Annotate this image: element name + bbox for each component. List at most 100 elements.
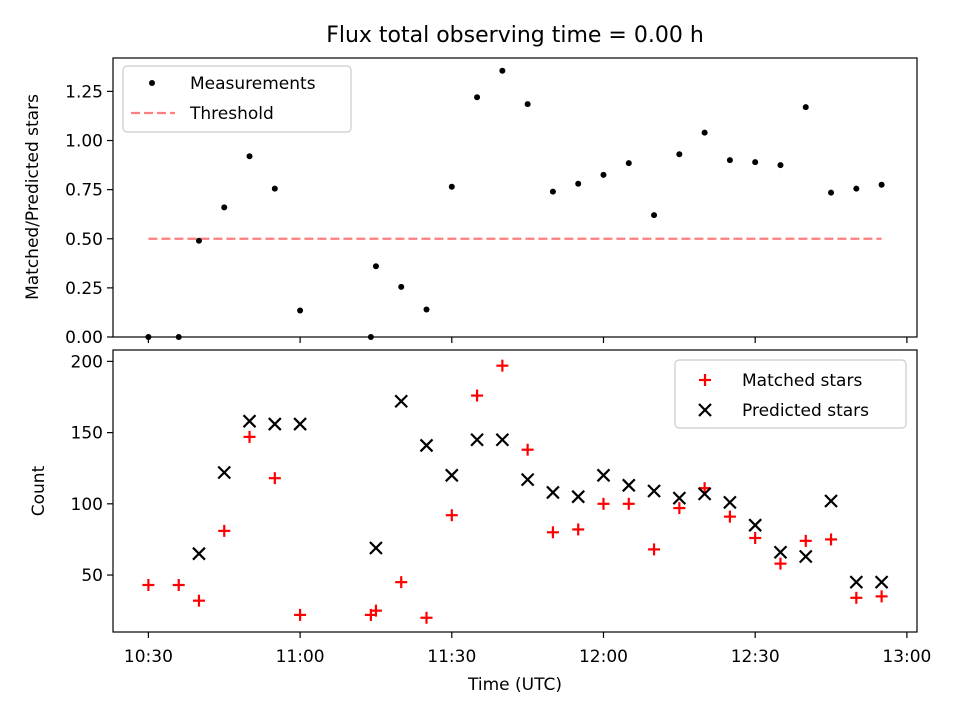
predicted-star-point <box>268 417 282 431</box>
bottom-x-tick-label: 10:30 <box>124 647 173 667</box>
matched-star-point <box>698 482 711 495</box>
top-plot-marks <box>145 67 885 340</box>
measurement-point <box>777 162 784 169</box>
predicted-star-point <box>672 491 687 505</box>
bottom-y-axis: 50 100 150 200 <box>71 352 113 586</box>
bottom-y-tick-label: 100 <box>71 495 103 515</box>
legend-predicted-label: Predicted stars <box>742 401 869 421</box>
measurement-point <box>802 104 809 111</box>
x-axis-label: Time (UTC) <box>467 675 562 695</box>
measurement-point <box>752 159 759 166</box>
top-y-tick-label: 0.75 <box>65 181 103 201</box>
predicted-star-point <box>571 489 585 504</box>
matched-star-point <box>471 389 484 402</box>
bottom-y-tick-label: 200 <box>71 352 103 372</box>
measurement-point <box>575 180 582 187</box>
matched-star-point <box>268 472 281 485</box>
predicted-star-point <box>293 417 307 431</box>
measurement-point <box>828 189 835 196</box>
measurement-point <box>499 67 506 74</box>
measurement-point <box>726 157 733 164</box>
matched-star-point <box>496 359 509 372</box>
measurement-point <box>524 101 531 108</box>
top-legend: Measurements Threshold <box>122 65 352 133</box>
legend-predicted-marker <box>698 403 712 417</box>
bottom-panel: 50 100 150 200 10:30 11:00 11:30 12:00 12:30 13:… <box>29 349 931 695</box>
matched-star-point <box>648 543 661 556</box>
predicted-star-point <box>242 414 257 428</box>
bottom-plot-frame <box>112 349 918 633</box>
top-x-axis <box>147 337 908 343</box>
chart-title: Flux total observing time = 0.00 h <box>326 23 704 48</box>
top-y-axis: 0.00 0.25 0.50 0.75 1.00 1.25 <box>65 82 113 348</box>
measurement-point <box>297 307 304 314</box>
predicted-star-point <box>748 518 762 532</box>
predicted-star-point <box>419 438 434 453</box>
legend-matched-label: Matched stars <box>742 371 862 391</box>
predicted-star-point <box>546 485 560 500</box>
legend-measurements-marker <box>149 80 155 86</box>
bottom-legend: Matched stars Predicted stars <box>674 359 907 429</box>
measurement-point <box>853 185 860 192</box>
measurement-point <box>372 263 379 270</box>
measurement-point <box>625 160 632 167</box>
bottom-x-tick-label: 13:00 <box>882 647 931 667</box>
top-y-tick-label: 0.00 <box>65 328 103 348</box>
matched-star-point <box>875 590 888 603</box>
predicted-star-point <box>445 468 459 483</box>
predicted-star-point <box>723 495 737 510</box>
measurement-point <box>398 283 405 290</box>
matched-star-point <box>673 502 686 515</box>
legend-measurements-label: Measurements <box>190 74 316 94</box>
measurement-point <box>474 94 481 101</box>
predicted-star-point <box>470 432 484 447</box>
predicted-star-point <box>874 575 889 589</box>
matched-star-point <box>723 510 736 523</box>
predicted-star-point <box>798 549 813 564</box>
predicted-star-point <box>697 487 712 501</box>
matched-star-point <box>572 523 585 536</box>
matched-star-point <box>622 497 635 510</box>
matched-star-point <box>420 611 433 624</box>
top-y-tick-label: 1.00 <box>65 132 103 152</box>
measurement-point <box>701 129 708 136</box>
bottom-y-tick-label: 50 <box>81 566 103 586</box>
measurement-point <box>271 185 278 192</box>
measurement-point <box>175 334 182 340</box>
bottom-x-axis: 10:30 11:00 11:30 12:00 12:30 13:00 <box>124 632 931 667</box>
predicted-star-point <box>647 484 661 498</box>
matched-star-point <box>825 533 838 546</box>
measurement-point <box>195 237 202 244</box>
matched-star-point <box>597 497 610 510</box>
bottom-x-tick-label: 12:00 <box>579 647 628 667</box>
top-panel: 0.00 0.25 0.50 0.75 1.00 1.25 Matched/Predict… <box>23 57 918 348</box>
predicted-star-point <box>495 432 510 447</box>
matched-star-point <box>546 526 559 539</box>
predicted-star-point <box>849 575 864 589</box>
top-plot-frame <box>112 57 918 338</box>
matched-star-point <box>749 532 762 544</box>
bottom-legend-frame <box>674 359 907 429</box>
legend-matched-marker <box>699 374 711 386</box>
bottom-x-tick-label: 11:00 <box>276 647 325 667</box>
bottom-plot-marks <box>142 359 889 624</box>
top-y-axis-label: Matched/Predicted stars <box>23 94 43 300</box>
predicted-star-point <box>217 465 232 480</box>
matched-star-point <box>142 579 155 591</box>
top-y-tick-label: 0.25 <box>65 279 103 299</box>
measurement-point <box>448 183 455 190</box>
bottom-x-tick-label: 12:30 <box>731 647 780 667</box>
matched-star-point <box>445 509 458 522</box>
matched-star-point <box>850 591 863 604</box>
bottom-y-axis-label: Count <box>29 465 49 516</box>
matched-star-point <box>799 534 812 547</box>
matched-star-point <box>243 430 256 443</box>
measurement-point <box>367 334 374 340</box>
predicted-star-point <box>369 541 383 555</box>
measurement-point <box>600 171 607 178</box>
predicted-star-point <box>621 478 636 493</box>
predicted-star-point <box>824 494 838 508</box>
measurement-point <box>878 181 885 188</box>
measurement-point <box>651 212 658 219</box>
